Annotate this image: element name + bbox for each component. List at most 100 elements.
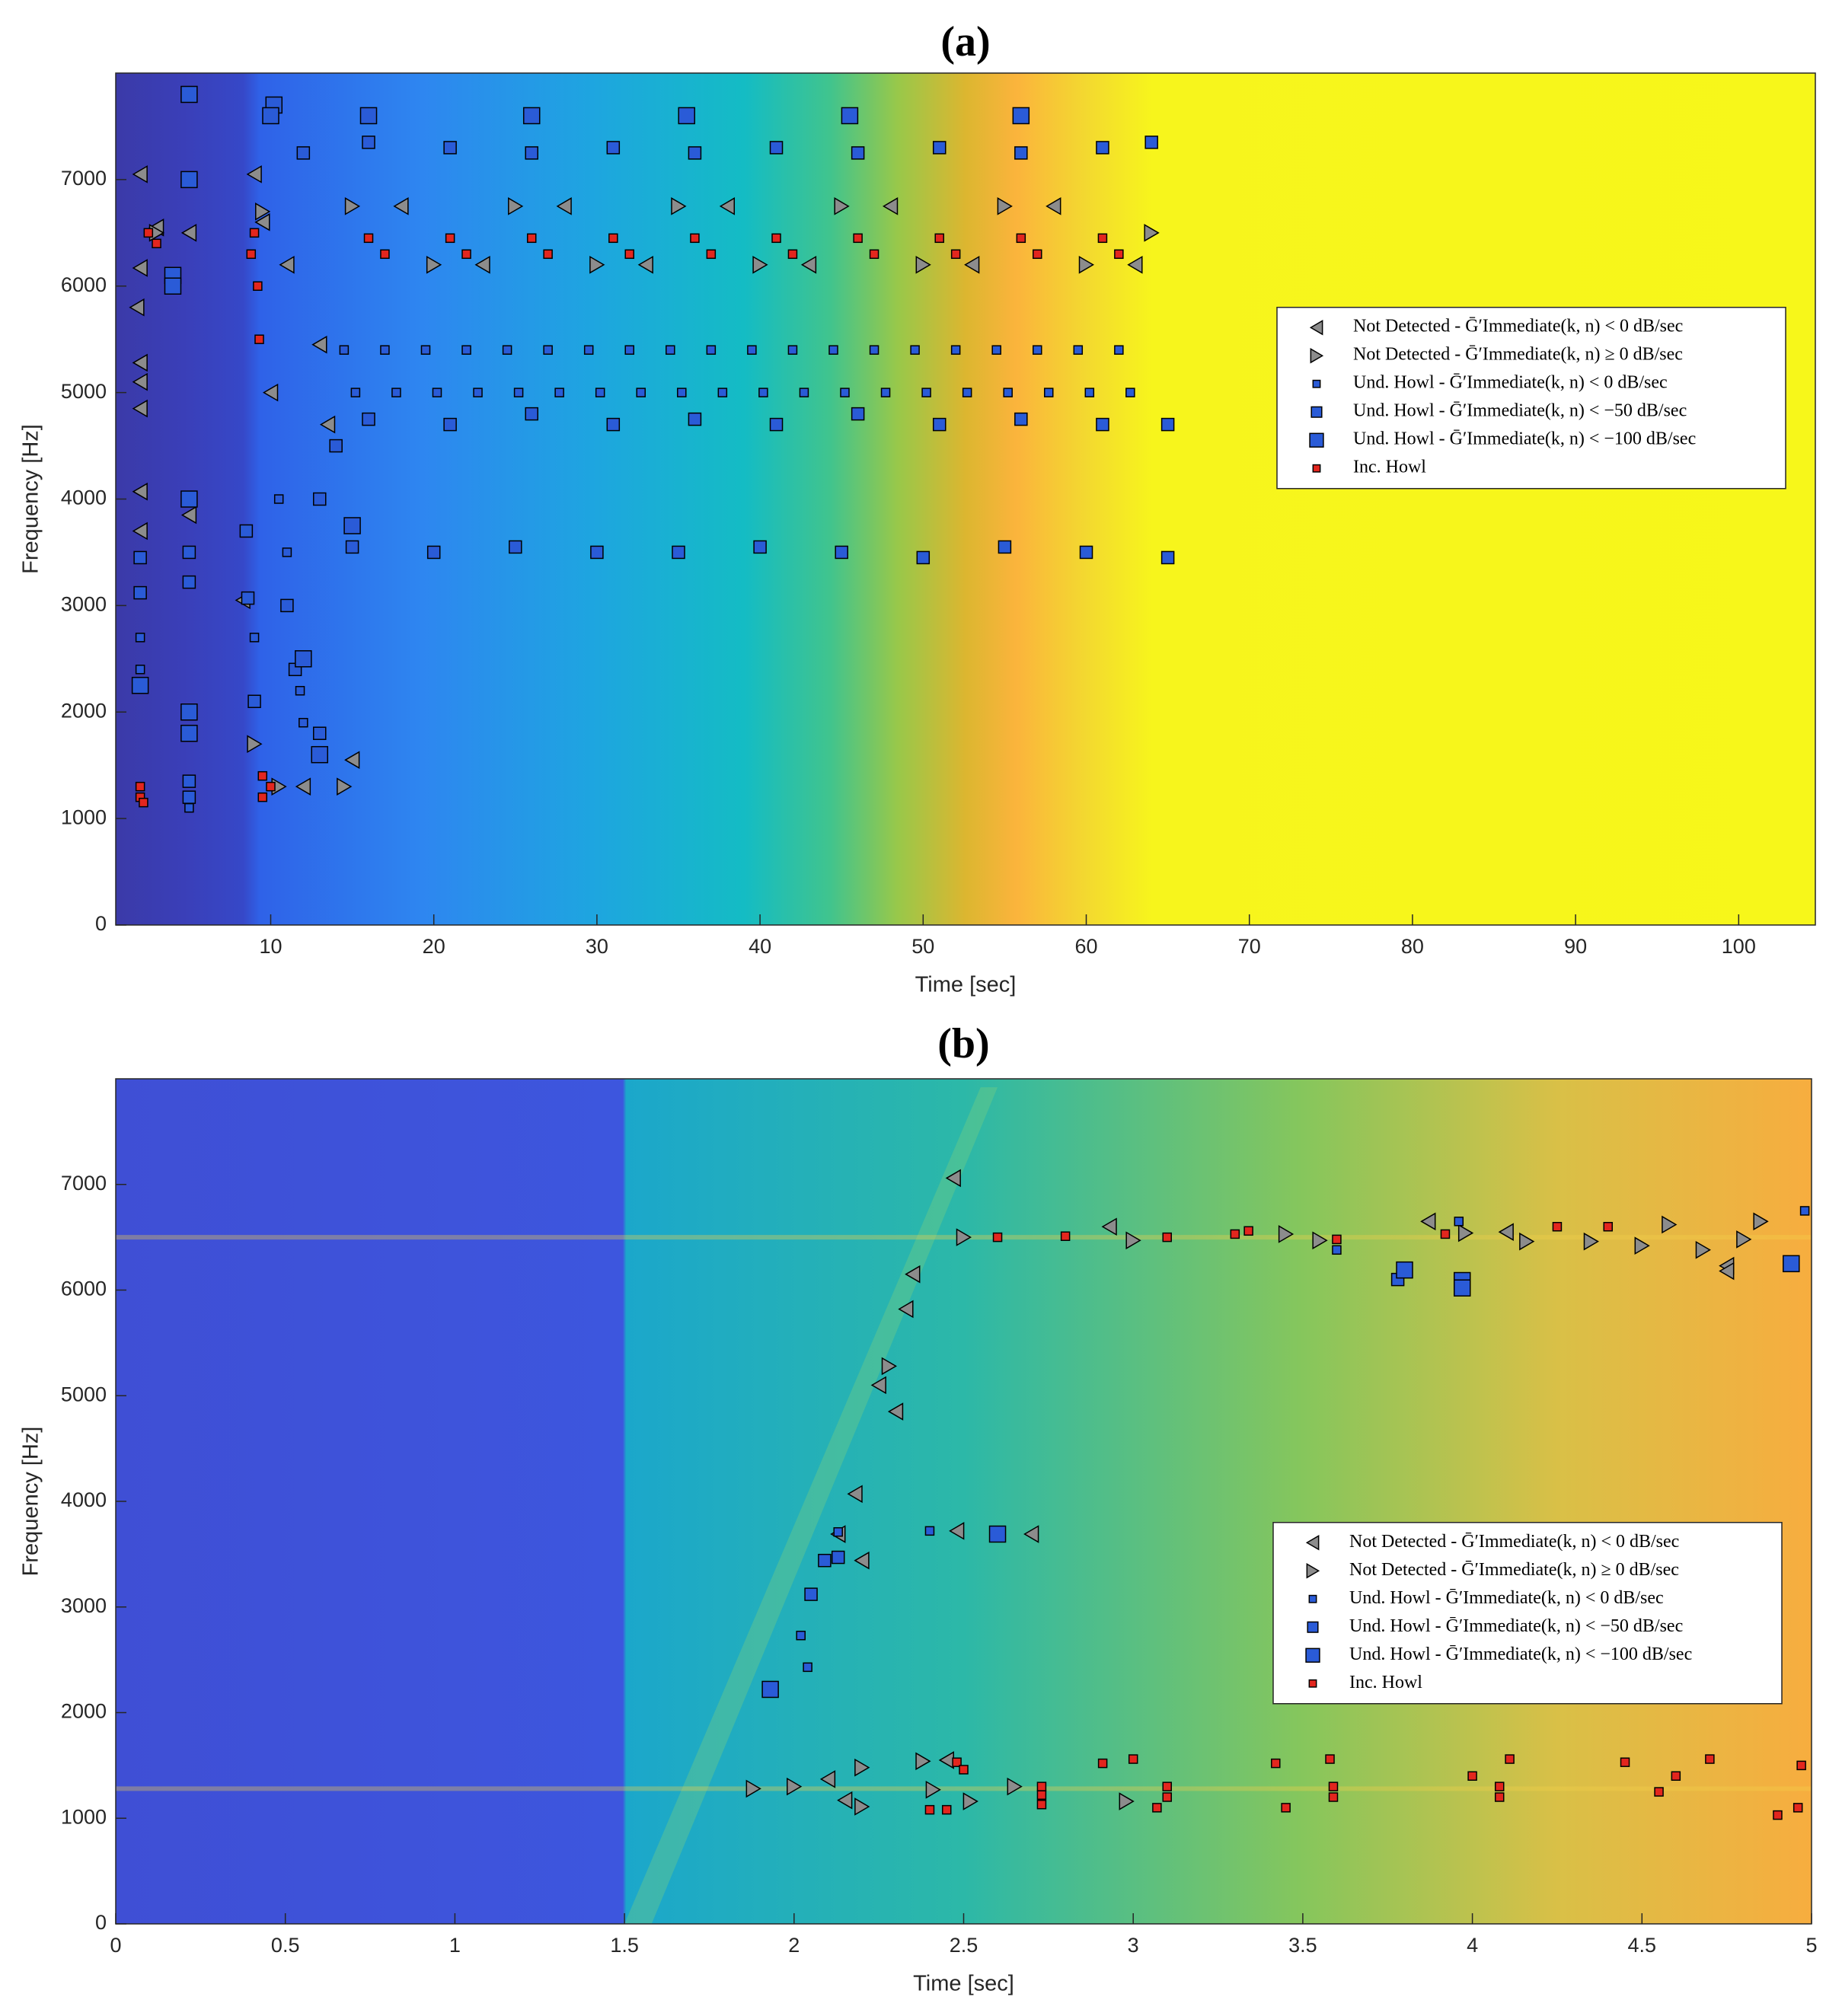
marker-point — [932, 417, 947, 432]
marker-point — [180, 224, 197, 242]
marker-point — [753, 540, 767, 554]
marker-point — [132, 482, 148, 501]
y-tick-label: 0 — [95, 1911, 107, 1934]
marker-point — [717, 388, 728, 397]
x-tick-label: 0 — [110, 1934, 121, 1957]
marker-point — [758, 388, 768, 397]
marker-point — [443, 141, 457, 155]
marker-point — [508, 197, 524, 215]
marker-point — [1799, 1206, 1810, 1216]
marker-point — [847, 1485, 863, 1504]
marker-point — [1128, 1754, 1138, 1764]
marker-point — [311, 745, 329, 764]
marker-point — [182, 790, 196, 804]
y-tick-label: 5000 — [61, 380, 107, 403]
marker-point — [796, 1630, 806, 1641]
y-tick-label: 4000 — [61, 486, 107, 509]
marker-point — [1305, 1535, 1320, 1551]
y-tick-label: 6000 — [61, 273, 107, 296]
marker-point — [1278, 1225, 1295, 1243]
marker-point — [769, 417, 784, 432]
x-tick-label: 20 — [423, 935, 445, 958]
marker-point — [1097, 1758, 1108, 1769]
marker-point — [253, 281, 263, 291]
marker-point — [905, 1265, 921, 1284]
marker-point — [1325, 1754, 1335, 1764]
marker-point — [1007, 1777, 1023, 1796]
marker-point — [962, 388, 972, 397]
marker-point — [329, 439, 343, 453]
x-tick-label: 5 — [1805, 1934, 1817, 1957]
marker-point — [1032, 249, 1042, 260]
marker-point — [1078, 255, 1094, 274]
marker-point — [769, 141, 784, 155]
x-tick-label: 3.5 — [1288, 1934, 1317, 1957]
marker-point — [870, 1376, 886, 1395]
marker-point — [132, 259, 148, 277]
marker-point — [804, 1587, 818, 1601]
marker-point — [1396, 1261, 1413, 1279]
marker-point — [257, 792, 268, 802]
marker-point — [854, 1758, 870, 1777]
marker-point — [1305, 1648, 1320, 1663]
marker-point — [249, 633, 260, 643]
marker-point — [636, 388, 646, 397]
marker-point — [393, 197, 409, 215]
marker-point — [719, 197, 736, 215]
plot-frame — [115, 72, 1816, 926]
x-tick-label: 2.5 — [950, 1934, 978, 1957]
marker-point — [298, 717, 308, 728]
marker-point — [132, 372, 148, 391]
marker-point — [132, 165, 148, 183]
x-axis-label: Time [sec] — [915, 973, 1017, 997]
marker-point — [1783, 1255, 1800, 1273]
marker-point — [1016, 233, 1026, 244]
legend-label: Und. Howl - Ḡ′Immediate(k, n) < −100 dB/… — [1349, 1644, 1692, 1664]
marker-point — [311, 335, 327, 354]
marker-point — [915, 255, 931, 274]
marker-point — [1773, 1810, 1783, 1820]
marker-point — [916, 550, 931, 565]
marker-point — [279, 255, 295, 274]
marker-point — [992, 1232, 1003, 1242]
marker-point — [1453, 1279, 1471, 1297]
marker-point — [956, 1228, 972, 1246]
marker-point — [998, 540, 1012, 554]
x-tick-label: 10 — [259, 935, 282, 958]
marker-point — [624, 345, 634, 355]
marker-point — [910, 345, 920, 355]
marker-point — [771, 233, 781, 244]
markers — [129, 85, 1175, 813]
marker-point — [180, 724, 198, 742]
chart: Not Detected - Ḡ′Immediate(k, n) < 0 dB/… — [115, 72, 1816, 926]
marker-point — [925, 1780, 941, 1799]
y-tick-label: 6000 — [61, 1278, 107, 1300]
marker-point — [1160, 417, 1175, 432]
marker-point — [1162, 1232, 1172, 1242]
marker-point — [380, 249, 390, 260]
marker-point — [924, 1804, 935, 1815]
marker-point — [133, 585, 147, 600]
marker-point — [525, 146, 538, 160]
marker-point — [1312, 1231, 1328, 1250]
marker-point — [152, 238, 161, 249]
marker-point — [949, 1522, 965, 1540]
marker-point — [1457, 1223, 1474, 1242]
marker-point — [1073, 345, 1084, 355]
marker-point — [915, 1752, 931, 1771]
chart-title: (a) — [940, 18, 990, 65]
legend-label: Und. Howl - Ḡ′Immediate(k, n) < 0 dB/sec — [1353, 373, 1668, 393]
marker-point — [1043, 388, 1054, 397]
marker-point — [295, 777, 311, 796]
marker-point — [1454, 1217, 1464, 1227]
marker-point — [800, 255, 817, 274]
marker-point — [854, 1797, 870, 1816]
marker-point — [606, 141, 621, 155]
marker-point — [1695, 1240, 1711, 1259]
legend-label: Not Detected - Ḡ′Immediate(k, n) < 0 dB/… — [1353, 317, 1683, 337]
marker-point — [590, 545, 604, 560]
marker-point — [688, 412, 702, 426]
marker-point — [255, 203, 271, 221]
marker-point — [880, 388, 891, 397]
marker-point — [1003, 388, 1013, 397]
